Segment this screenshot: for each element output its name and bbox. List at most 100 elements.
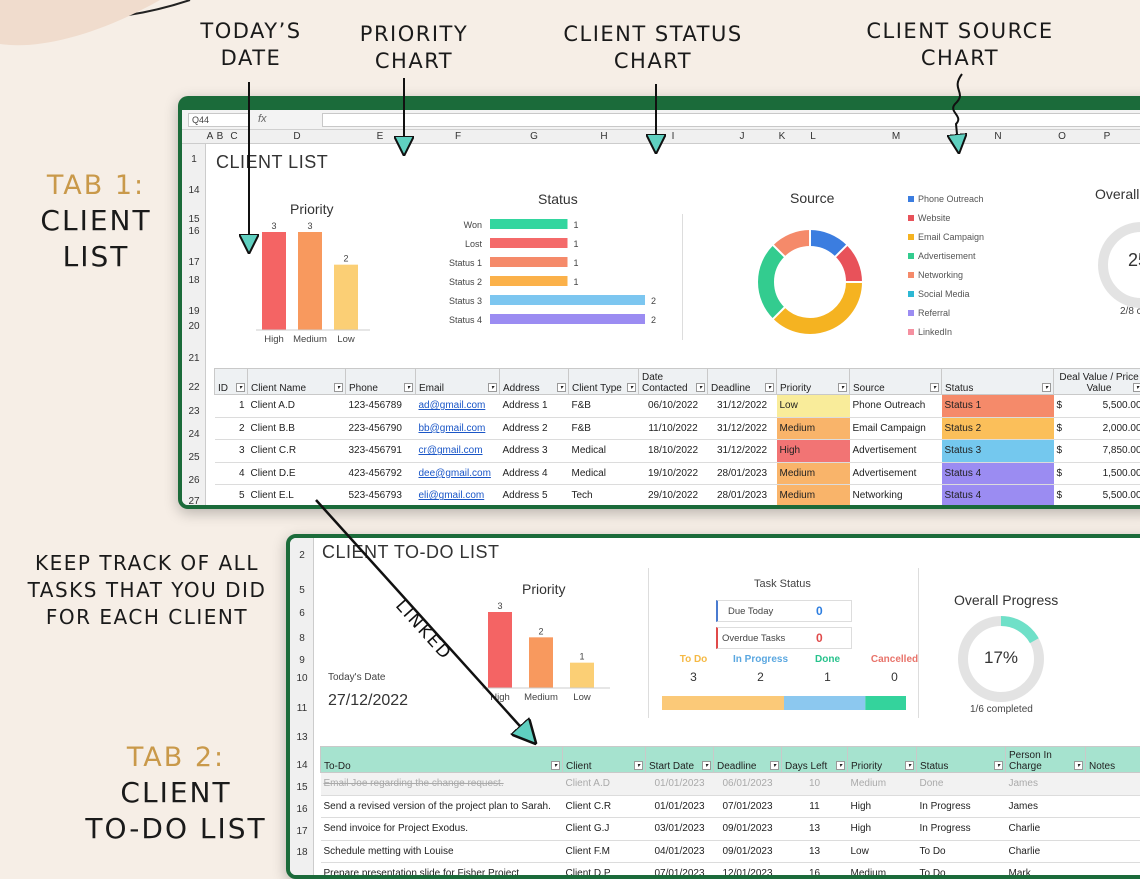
- table-cell[interactable]: 5: [215, 485, 248, 508]
- row-header[interactable]: 2: [290, 550, 314, 561]
- table-cell[interactable]: 16: [782, 863, 848, 879]
- table-cell[interactable]: Email Campaign: [850, 417, 942, 440]
- todays-date-value[interactable]: 27/12/2022: [328, 692, 408, 710]
- table-cell[interactable]: Client D.P: [563, 863, 646, 879]
- column-header[interactable]: F: [455, 131, 461, 142]
- table-cell[interactable]: Done: [917, 773, 1006, 796]
- filter-dropdown-icon[interactable]: ▾: [334, 383, 343, 392]
- column-header[interactable]: G: [530, 131, 538, 142]
- table-cell[interactable]: cr@gmail.com: [416, 440, 500, 463]
- table-cell[interactable]: Advertisement: [850, 462, 942, 485]
- header-date-contacted[interactable]: Date Contacted▾: [639, 369, 708, 395]
- table-cell[interactable]: 3: [215, 440, 248, 463]
- row-header[interactable]: 25: [182, 452, 206, 463]
- filter-dropdown-icon[interactable]: ▾: [1074, 761, 1083, 770]
- row-header[interactable]: 24: [182, 429, 206, 440]
- row-header[interactable]: 6: [290, 608, 314, 619]
- table-cell[interactable]: Client B.B: [248, 417, 346, 440]
- priority-cell[interactable]: Medium: [777, 462, 850, 485]
- status-cell[interactable]: Status 3: [942, 440, 1054, 463]
- fx-icon[interactable]: fx: [258, 113, 267, 125]
- table-cell[interactable]: 13: [782, 840, 848, 863]
- table-cell[interactable]: Charlie: [1006, 840, 1086, 863]
- table-cell[interactable]: Schedule metting with Louise: [321, 840, 563, 863]
- priority-cell[interactable]: Medium: [777, 417, 850, 440]
- row-header[interactable]: 15: [182, 214, 206, 225]
- row-header[interactable]: 1: [182, 154, 206, 165]
- column-header[interactable]: H: [600, 131, 607, 142]
- table-cell[interactable]: Low: [848, 840, 917, 863]
- filter-dropdown-icon[interactable]: ▾: [702, 761, 711, 770]
- table-cell[interactable]: 10: [782, 773, 848, 796]
- filter-dropdown-icon[interactable]: ▾: [994, 761, 1003, 770]
- table-cell[interactable]: Advertisement: [850, 440, 942, 463]
- table-cell[interactable]: 28/01/2023: [708, 485, 777, 508]
- header-id[interactable]: ID▾: [215, 369, 248, 395]
- table-cell[interactable]: dee@gmail.com: [416, 462, 500, 485]
- table-cell[interactable]: Prepare presentation slide for Fisher Pr…: [321, 863, 563, 879]
- table-row[interactable]: Send a revised version of the project pl…: [321, 795, 1140, 818]
- row-header[interactable]: 14: [290, 760, 314, 771]
- row-header[interactable]: 8: [290, 633, 314, 644]
- filter-dropdown-icon[interactable]: ▾: [627, 383, 636, 392]
- priority-cell[interactable]: Low: [777, 395, 850, 418]
- table-cell[interactable]: 18/10/2022: [639, 440, 708, 463]
- table-cell[interactable]: Address 5: [500, 485, 569, 508]
- table-cell[interactable]: 31/12/2022: [708, 417, 777, 440]
- status-cell[interactable]: Status 4: [942, 485, 1054, 508]
- filter-dropdown-icon[interactable]: ▾: [557, 383, 566, 392]
- status-cell[interactable]: Status 2: [942, 417, 1054, 440]
- table-cell[interactable]: Client D.E: [248, 462, 346, 485]
- table-cell[interactable]: 5,500.00: [1066, 485, 1140, 508]
- table-cell[interactable]: 31/12/2022: [708, 395, 777, 418]
- table-cell[interactable]: [1086, 795, 1140, 818]
- table-cell[interactable]: [1086, 818, 1140, 841]
- column-header[interactable]: L: [810, 131, 816, 142]
- priority-cell[interactable]: Medium: [777, 485, 850, 508]
- table-cell[interactable]: $: [1054, 462, 1066, 485]
- table-cell[interactable]: Email Joe regarding the change request.: [321, 773, 563, 796]
- table-cell[interactable]: 7,850.00: [1066, 440, 1140, 463]
- filter-dropdown-icon[interactable]: ▾: [930, 383, 939, 392]
- column-header[interactable]: I: [672, 131, 675, 142]
- table-cell[interactable]: 07/01/2023: [646, 863, 714, 879]
- table-cell[interactable]: 04/01/2023: [646, 840, 714, 863]
- column-header[interactable]: O: [1058, 131, 1066, 142]
- filter-dropdown-icon[interactable]: ▾: [488, 383, 497, 392]
- row-header[interactable]: 27: [182, 496, 206, 507]
- table-cell[interactable]: 07/01/2023: [714, 795, 782, 818]
- table-cell[interactable]: Medium: [848, 773, 917, 796]
- row-header[interactable]: 16: [182, 226, 206, 237]
- row-header[interactable]: 18: [182, 275, 206, 286]
- row-header[interactable]: 9: [290, 655, 314, 666]
- header-status[interactable]: Status▾: [942, 369, 1054, 395]
- table-cell[interactable]: Client A.D: [248, 395, 346, 418]
- email-link[interactable]: cr@gmail.com: [419, 445, 483, 456]
- table-cell[interactable]: 423-456792: [346, 462, 416, 485]
- table-row[interactable]: Prepare presentation slide for Fisher Pr…: [321, 863, 1140, 879]
- table-cell[interactable]: Client E.L: [248, 485, 346, 508]
- table-cell[interactable]: Send a revised version of the project pl…: [321, 795, 563, 818]
- column-header[interactable]: A: [207, 131, 214, 142]
- header-notes[interactable]: Notes: [1086, 747, 1140, 773]
- table-cell[interactable]: Medical: [569, 440, 639, 463]
- table-cell[interactable]: 12/01/2023: [714, 863, 782, 879]
- table-cell[interactable]: In Progress: [917, 818, 1006, 841]
- header-status[interactable]: Status▾: [917, 747, 1006, 773]
- filter-dropdown-icon[interactable]: ▾: [1042, 383, 1051, 392]
- table-cell[interactable]: 13: [782, 818, 848, 841]
- row-header[interactable]: 20: [182, 321, 206, 332]
- table-cell[interactable]: James: [1006, 773, 1086, 796]
- filter-dropdown-icon[interactable]: ▾: [634, 761, 643, 770]
- header-deadline[interactable]: Deadline▾: [708, 369, 777, 395]
- row-header[interactable]: 23: [182, 406, 206, 417]
- filter-dropdown-icon[interactable]: ▾: [836, 761, 845, 770]
- email-link[interactable]: ad@gmail.com: [419, 400, 486, 411]
- table-cell[interactable]: ad@gmail.com: [416, 395, 500, 418]
- table-cell[interactable]: $: [1054, 395, 1066, 418]
- row-header[interactable]: 16: [290, 804, 314, 815]
